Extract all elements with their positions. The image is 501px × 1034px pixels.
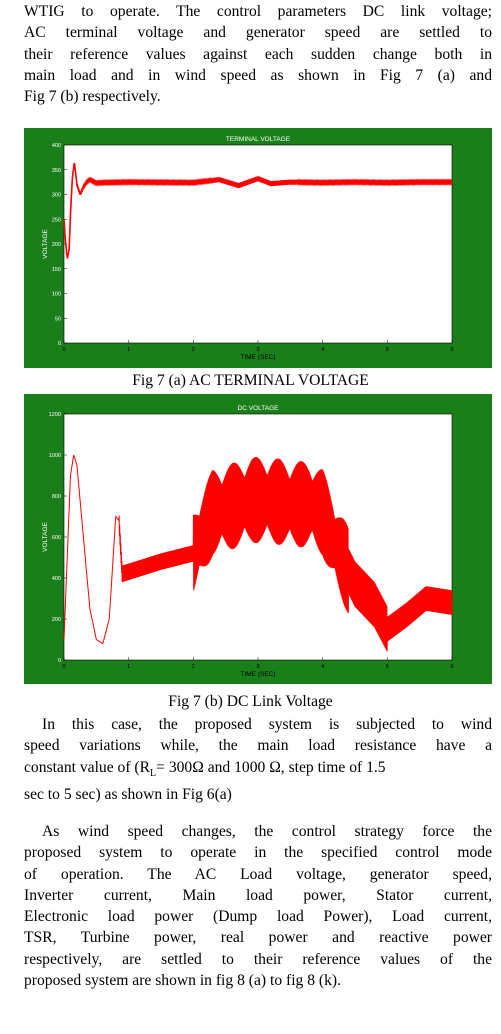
chart-title: DC VOLTAGE [238,405,280,412]
y-axis-label: VOLTAGE [42,521,49,551]
paragraph-3: As wind speed changes, the control strat… [24,821,492,991]
y-tick-label: 200 [52,242,61,248]
x-tick-label: 5 [386,664,389,670]
y-axis-label: VOLTAGE [42,228,49,258]
dc-voltage-chart: DC VOLTAGE VOLTAGE TIME (SEC) 0 200 400 600 800… [42,405,454,678]
intro-line: main load and in wind speed as shown in … [24,66,492,84]
intro-paragraph: WTIG to operate. The control parameters … [24,1,492,107]
rl-symbol: constant value of (R [24,758,151,776]
paragraph-line: proposed system are shown in fig 8 (a) t… [24,972,342,990]
x-axis-label: TIME (SEC) [240,354,275,361]
intro-line: Fig 7 (b) respectively. [24,88,161,106]
x-tick-label: 6 [450,347,453,353]
paragraph-2: In this case, the proposed system is sub… [24,714,492,805]
figure-7a: TERMINAL VOLTAGE VOLTAGE TIME (SEC) 0 50 100 1… [24,128,492,368]
series-line [63,162,453,259]
y-tick-label: 800 [52,494,61,500]
paragraph-line: Electronic load power (Dump load Power),… [24,908,492,926]
chart-title: TERMINAL VOLTAGE [226,136,291,143]
intro-line: AC terminal voltage and generator speed … [24,24,492,42]
x-tick-label: 0 [62,347,65,353]
paragraph-line: speed variations while, the main load re… [24,737,492,755]
y-tick-label: 350 [52,168,61,174]
y-tick-label: 400 [52,576,61,582]
x-tick-label: 0 [62,664,65,670]
y-tick-label: 250 [52,217,61,223]
intro-line: their reference values against each sudd… [24,45,492,63]
x-tick-label: 1 [127,347,130,353]
x-axis-label: TIME (SEC) [240,671,275,678]
x-tick-label: 3 [256,664,259,670]
x-tick-label: 4 [321,347,324,353]
paragraph-line: sec to 5 sec) as shown in Fig 6(a) [24,786,232,803]
y-tick-label: 1000 [49,453,61,459]
paragraph-line: of operation. The AC Load voltage, gener… [24,865,492,883]
paragraph-line: TSR, Turbine power, real power and react… [24,929,492,947]
figure-7b: DC VOLTAGE VOLTAGE TIME (SEC) 0 200 400 600 800… [24,394,492,684]
paragraph-line: Inverter current, Main load power, Stato… [24,886,492,904]
x-tick-label: 5 [386,347,389,353]
figure-7b-caption: Fig 7 (b) DC Link Voltage [168,693,333,710]
y-tick-label: 0 [58,341,61,347]
y-tick-label: 200 [52,617,61,623]
x-tick-label: 2 [192,664,195,670]
y-tick-label: 0 [58,658,61,664]
paragraph-line: constant value of (RL= 300Ω and 1000 Ω, … [24,757,492,784]
y-tick-label: 1200 [49,412,61,418]
y-tick-label: 100 [52,292,61,298]
x-tick-label: 6 [450,664,453,670]
rl-subscript: L [150,767,157,779]
paragraph-line: In this case, the proposed system is sub… [42,716,492,733]
plot-area [63,144,453,344]
x-tick-label: 1 [127,664,130,670]
figure-7a-caption: Fig 7 (a) AC TERMINAL VOLTAGE [132,372,369,389]
x-tick-label: 4 [321,664,324,670]
y-tick-label: 400 [52,143,61,149]
rl-value: = 300Ω and 1000 Ω, step time of 1.5 [156,758,386,776]
intro-line: WTIG to operate. The control parameters … [24,3,492,20]
paragraph-line: As wind speed changes, the control strat… [42,823,492,840]
paragraph-line: respectively, are settled to their refer… [24,950,492,968]
y-tick-label: 150 [52,267,61,273]
x-tick-label: 2 [192,347,195,353]
x-tick-label: 3 [256,347,259,353]
y-tick-label: 300 [52,193,61,199]
series-line [63,454,453,652]
paragraph-line: proposed system to operate in the specif… [24,844,492,862]
y-tick-label: 50 [55,316,61,322]
y-tick-label: 600 [52,535,61,541]
